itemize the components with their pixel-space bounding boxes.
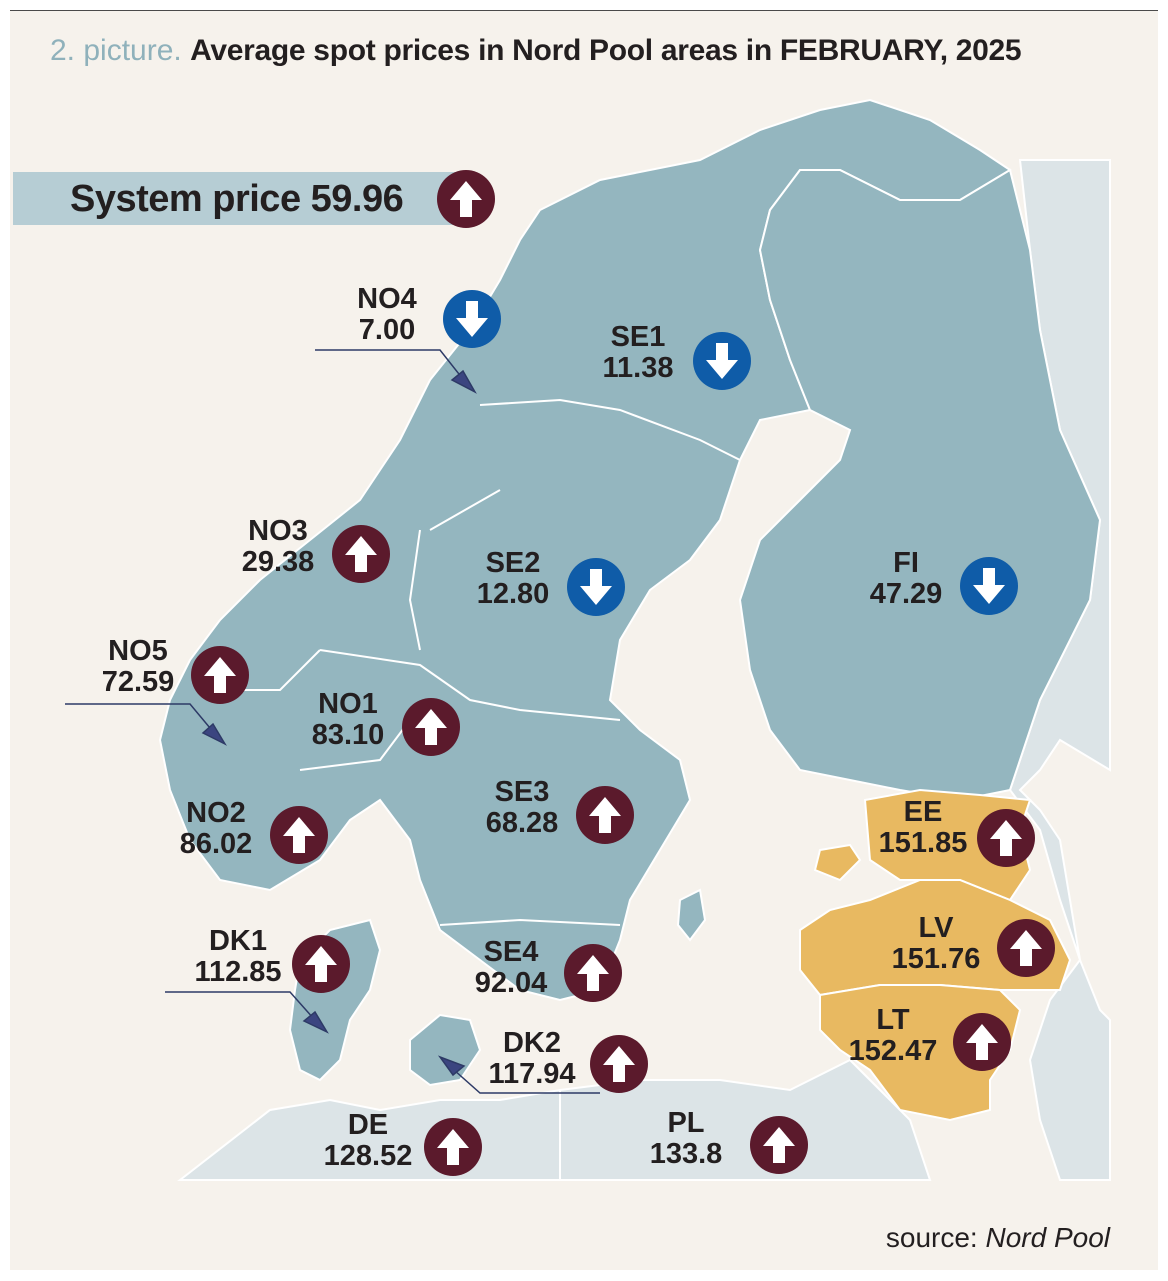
area-price: 117.94 [488, 1058, 576, 1090]
area-code: DE [347, 1109, 389, 1141]
area-label-fi: FI 47.29 [836, 548, 976, 610]
area-label-de: DE 128.52 [298, 1110, 438, 1172]
arrow-up-icon [564, 944, 622, 1002]
arrow-up-icon [590, 1035, 648, 1093]
arrow-up-icon [270, 806, 328, 864]
arrow-up-icon [402, 698, 460, 756]
source-credit: source: Nord Pool [886, 1222, 1110, 1254]
area-code: LV [918, 912, 954, 944]
area-price: 29.38 [241, 546, 315, 578]
area-code: NO3 [248, 515, 308, 547]
area-label-lv: LV 151.76 [866, 913, 1006, 975]
area-price: 152.47 [848, 1035, 938, 1067]
area-label-se4: SE4 92.04 [441, 937, 581, 999]
figure-number: 2. picture. [50, 34, 182, 67]
area-label-pl: PL 133.8 [616, 1108, 756, 1170]
arrow-up-icon [437, 170, 495, 228]
arrow-down-icon [567, 558, 625, 616]
gotland-land [676, 888, 707, 942]
arrow-up-icon [576, 786, 634, 844]
arrow-up-icon [191, 646, 249, 704]
area-price: 86.02 [179, 828, 253, 860]
arrow-up-icon [977, 809, 1035, 867]
arrow-up-icon [750, 1116, 808, 1174]
arrow-up-icon [997, 919, 1055, 977]
area-label-dk2: DK2 117.94 [462, 1028, 602, 1090]
area-code: NO4 [357, 283, 417, 315]
area-code: PL [667, 1107, 705, 1139]
top-rule [10, 10, 1158, 11]
area-code: SE4 [483, 936, 539, 968]
area-price: 68.28 [485, 807, 559, 839]
leader-lines [65, 349, 600, 1094]
area-price: 133.8 [649, 1138, 723, 1170]
area-price: 128.52 [323, 1140, 413, 1172]
area-label-no3: NO3 29.38 [208, 516, 348, 578]
area-price: 83.10 [311, 719, 385, 751]
source-name: Nord Pool [985, 1222, 1110, 1253]
area-code: NO2 [186, 797, 246, 829]
area-price: 151.76 [891, 943, 981, 975]
area-code: DK2 [502, 1027, 561, 1059]
system-price-value: 59.96 [310, 178, 404, 220]
system-price-bar [13, 172, 458, 225]
arrow-up-icon [424, 1118, 482, 1176]
area-code: SE3 [494, 776, 550, 808]
system-price-text: System price [70, 178, 301, 220]
area-price: 92.04 [474, 967, 548, 999]
area-price: 7.00 [358, 314, 416, 346]
area-label-se1: SE1 11.38 [568, 322, 708, 384]
area-code: NO5 [108, 635, 168, 667]
area-label-dk1: DK1 112.85 [168, 926, 308, 988]
arrow-down-icon [693, 332, 751, 390]
area-price: 12.80 [476, 578, 550, 610]
area-label-no5: NO5 72.59 [68, 636, 208, 698]
ee-island [813, 843, 862, 882]
figure-title: 2. picture. Average spot prices in Nord … [50, 34, 1022, 68]
arrow-up-icon [953, 1013, 1011, 1071]
source-prefix: source: [885, 1222, 978, 1253]
system-price-label: System price 59.96 [70, 178, 404, 221]
area-label-no2: NO2 86.02 [146, 798, 286, 860]
area-price: 151.85 [878, 827, 968, 859]
area-code: LT [876, 1004, 910, 1036]
area-code: DK1 [208, 925, 267, 957]
area-label-no1: NO1 83.10 [278, 689, 418, 751]
area-label-no4: NO4 7.00 [317, 284, 457, 346]
area-price: 112.85 [194, 956, 282, 988]
finland-land [738, 168, 1102, 802]
area-code: NO1 [318, 688, 378, 720]
arrow-up-icon [332, 525, 390, 583]
area-code: SE1 [610, 321, 666, 353]
area-label-lt: LT 152.47 [823, 1005, 963, 1067]
area-price: 47.29 [869, 578, 943, 610]
area-label-se3: SE3 68.28 [452, 777, 592, 839]
zone-borders [240, 398, 741, 926]
area-code: EE [903, 796, 943, 828]
arrow-down-icon [960, 557, 1018, 615]
poland-land [559, 1058, 932, 1181]
area-label-ee: EE 151.85 [853, 797, 993, 859]
area-code: FI [893, 547, 919, 579]
area-price: 72.59 [101, 666, 175, 698]
area-price: 11.38 [602, 352, 674, 384]
area-label-se2: SE2 12.80 [443, 548, 583, 610]
arrow-up-icon [292, 935, 350, 993]
arrow-down-icon [443, 290, 501, 348]
area-code: SE2 [485, 547, 541, 579]
figure-title-text: Average spot prices in Nord Pool areas i… [190, 34, 1022, 67]
